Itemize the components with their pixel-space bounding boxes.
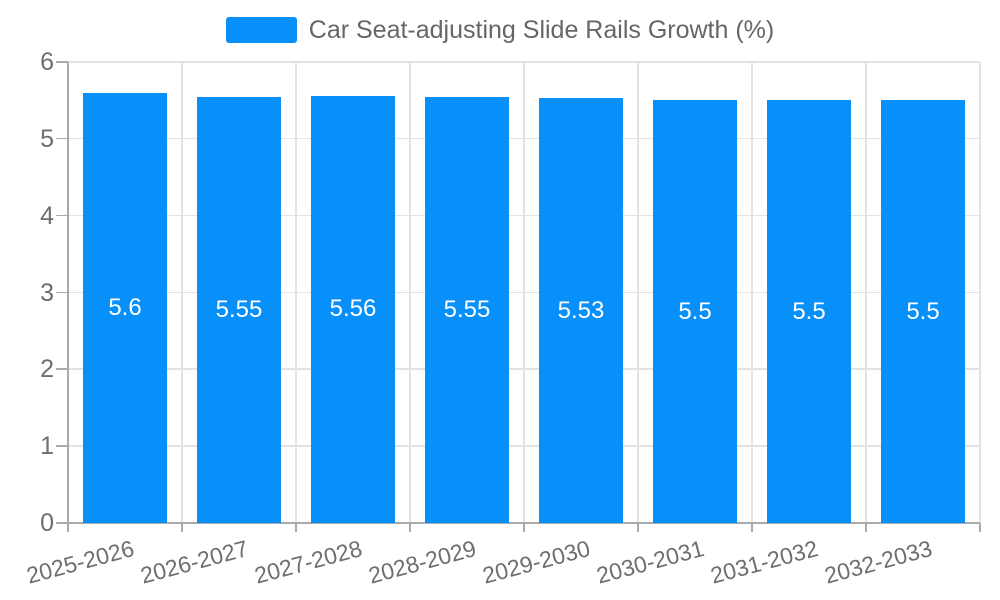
x-axis-tick bbox=[295, 523, 297, 532]
x-axis-tick bbox=[67, 523, 69, 532]
bar-value-label: 5.5 bbox=[906, 297, 940, 325]
x-axis-label: 2029-2030 bbox=[479, 535, 593, 589]
bar[interactable]: 5.6 bbox=[83, 92, 167, 523]
y-axis-label: 3 bbox=[40, 278, 54, 307]
x-axis-label: 2032-2033 bbox=[821, 535, 935, 589]
bar[interactable]: 5.5 bbox=[881, 100, 965, 523]
x-axis-label: 2026-2027 bbox=[137, 535, 251, 589]
x-axis-label: 2030-2031 bbox=[593, 535, 707, 589]
bar-value-label: 5.53 bbox=[557, 296, 605, 324]
bar-value-label: 5.55 bbox=[215, 295, 263, 323]
x-axis-tick bbox=[523, 523, 525, 532]
bar[interactable]: 5.56 bbox=[311, 95, 395, 523]
x-axis-line bbox=[68, 522, 980, 524]
bar-value-label: 5.5 bbox=[792, 297, 826, 325]
x-axis-tick bbox=[409, 523, 411, 532]
x-axis-tick bbox=[865, 523, 867, 532]
y-axis-line bbox=[67, 62, 69, 523]
y-axis-label: 4 bbox=[40, 201, 54, 230]
bar[interactable]: 5.5 bbox=[653, 100, 737, 523]
y-axis-label: 5 bbox=[40, 124, 54, 153]
gridline-vertical bbox=[295, 62, 297, 523]
y-axis-tick bbox=[56, 291, 68, 293]
bar[interactable]: 5.55 bbox=[197, 96, 281, 523]
gridline-vertical bbox=[181, 62, 183, 523]
gridline-vertical bbox=[523, 62, 525, 523]
x-axis-tick bbox=[181, 523, 183, 532]
y-axis-label: 1 bbox=[40, 432, 54, 461]
gridline-vertical bbox=[751, 62, 753, 523]
bar-value-label: 5.56 bbox=[329, 295, 377, 323]
bar-value-label: 5.6 bbox=[108, 293, 142, 321]
bar[interactable]: 5.55 bbox=[425, 96, 509, 523]
bar[interactable]: 5.53 bbox=[539, 98, 623, 523]
x-axis-label: 2028-2029 bbox=[365, 535, 479, 589]
y-axis-tick bbox=[56, 61, 68, 63]
x-axis-label: 2027-2028 bbox=[251, 535, 365, 589]
bar-value-label: 5.55 bbox=[443, 295, 491, 323]
legend-item[interactable]: Car Seat-adjusting Slide Rails Growth (%… bbox=[0, 14, 1000, 46]
gridline-horizontal bbox=[68, 61, 980, 63]
y-axis-label: 6 bbox=[40, 48, 54, 76]
x-axis-tick bbox=[979, 523, 981, 532]
y-axis-tick bbox=[56, 522, 68, 524]
x-axis-tick bbox=[751, 523, 753, 532]
gridline-vertical bbox=[409, 62, 411, 523]
legend-label: Car Seat-adjusting Slide Rails Growth (%… bbox=[308, 16, 775, 44]
gridline-vertical bbox=[865, 62, 867, 523]
y-axis-label: 2 bbox=[40, 355, 54, 384]
y-axis-tick bbox=[56, 368, 68, 370]
y-axis-label: 0 bbox=[40, 509, 54, 537]
gridline-vertical bbox=[637, 62, 639, 523]
x-axis-label: 2031-2032 bbox=[707, 535, 821, 589]
legend-swatch bbox=[225, 17, 297, 43]
x-axis-tick bbox=[637, 523, 639, 532]
y-axis-tick bbox=[56, 445, 68, 447]
x-axis-label: 2025-2026 bbox=[23, 535, 137, 589]
y-axis-tick bbox=[56, 214, 68, 217]
bar[interactable]: 5.5 bbox=[767, 100, 851, 523]
gridline-vertical bbox=[979, 62, 981, 523]
bar-value-label: 5.5 bbox=[678, 297, 712, 325]
y-axis-tick bbox=[56, 137, 68, 140]
